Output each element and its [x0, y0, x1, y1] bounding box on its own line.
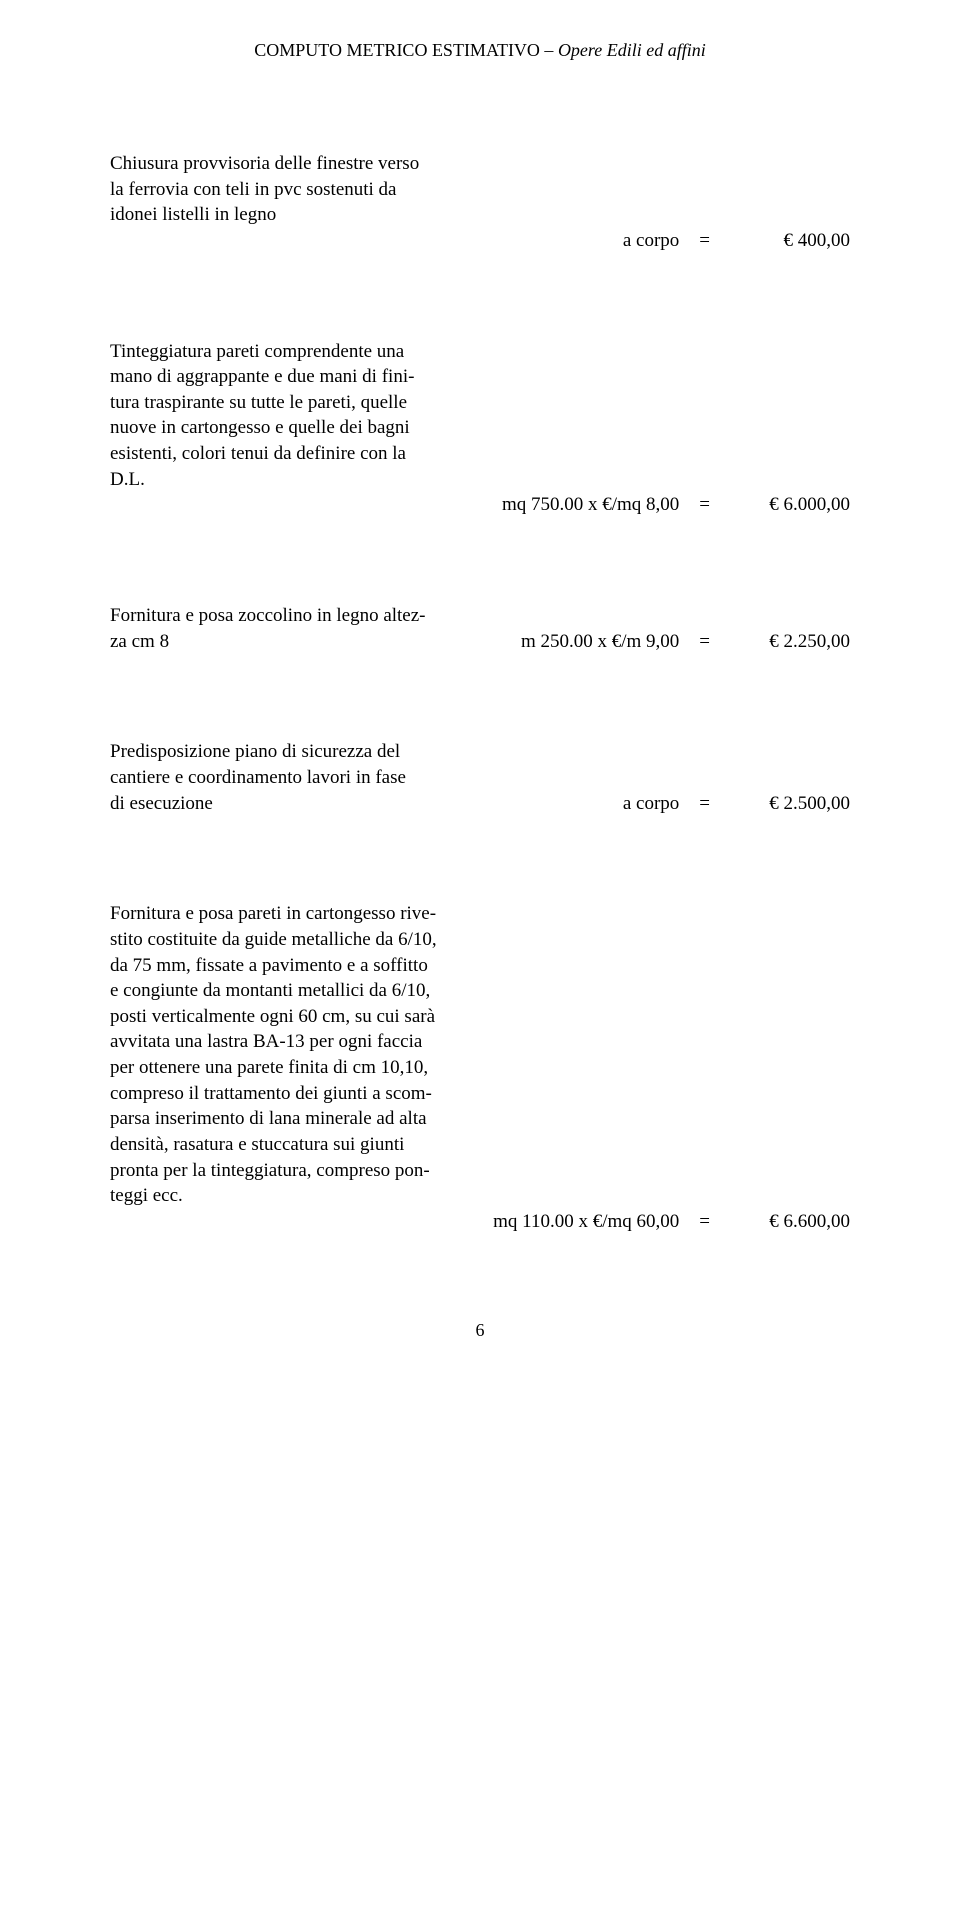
item-section-1: Chiusura provvisoria delle finestre vers… [110, 151, 850, 254]
desc-line: pronta per la tinteggiatura, compreso po… [110, 1158, 850, 1184]
page-number: 6 [110, 1320, 850, 1341]
desc-line: parsa inserimento di lana minerale ad al… [110, 1106, 850, 1132]
desc-line: Chiusura provvisoria delle finestre vers… [110, 151, 850, 177]
calc-eq: = [679, 791, 730, 817]
item-desc: Predisposizione piano di sicurezza del c… [110, 739, 850, 790]
desc-line: stito costituite da guide metalliche da … [110, 927, 850, 953]
desc-line: teggi ecc. [110, 1183, 850, 1209]
calc-eq: = [679, 492, 730, 518]
calc-row: za cm 8 m 250.00 x €/m 9,00 = € 2.250,00 [110, 629, 850, 655]
desc-line: za cm 8 [110, 629, 169, 655]
desc-line: e congiunte da montanti metallici da 6/1… [110, 978, 850, 1004]
desc-line: da 75 mm, fissate a pavimento e a soffit… [110, 953, 850, 979]
desc-line: Fornitura e posa zoccolino in legno alte… [110, 603, 850, 629]
desc-line: Fornitura e posa pareti in cartongesso r… [110, 901, 850, 927]
item-desc: Tinteggiatura pareti comprendente una ma… [110, 339, 850, 493]
calc-unit: mq 750.00 x €/mq 8,00 [482, 492, 679, 518]
desc-line: compreso il trattamento dei giunti a sco… [110, 1081, 850, 1107]
desc-line: mano di aggrappante e due mani di fini- [110, 364, 850, 390]
calc-amount: € 2.500,00 [730, 791, 850, 817]
calc-unit: a corpo [603, 791, 679, 817]
item-desc: Fornitura e posa zoccolino in legno alte… [110, 603, 850, 629]
desc-line: D.L. [110, 467, 850, 493]
desc-line: nuove in cartongesso e quelle dei bagni [110, 415, 850, 441]
item-desc: Fornitura e posa pareti in cartongesso r… [110, 901, 850, 1209]
item-section-3: Fornitura e posa zoccolino in legno alte… [110, 603, 850, 654]
item-section-4: Predisposizione piano di sicurezza del c… [110, 739, 850, 816]
desc-line: la ferrovia con teli in pvc sostenuti da [110, 177, 850, 203]
header-title-italic: Opere Edili ed affini [558, 40, 706, 60]
item-section-5: Fornitura e posa pareti in cartongesso r… [110, 901, 850, 1234]
calc-eq: = [679, 629, 730, 655]
calc-amount: € 6.600,00 [730, 1209, 850, 1235]
item-section-2: Tinteggiatura pareti comprendente una ma… [110, 339, 850, 518]
desc-line: densità, rasatura e stuccatura sui giunt… [110, 1132, 850, 1158]
calc-unit: m 250.00 x €/m 9,00 [501, 629, 679, 655]
header-title-regular: COMPUTO METRICO ESTIMATIVO – [254, 40, 558, 60]
calc-row: di esecuzione a corpo = € 2.500,00 [110, 791, 850, 817]
desc-line: per ottenere una parete finita di cm 10,… [110, 1055, 850, 1081]
calc-amount: € 6.000,00 [730, 492, 850, 518]
desc-line: avvitata una lastra BA-13 per ogni facci… [110, 1029, 850, 1055]
calc-row: mq 110.00 x €/mq 60,00 = € 6.600,00 [110, 1209, 850, 1235]
desc-line: di esecuzione [110, 791, 213, 817]
calc-eq: = [679, 228, 730, 254]
desc-line: Tinteggiatura pareti comprendente una [110, 339, 850, 365]
calc-row: mq 750.00 x €/mq 8,00 = € 6.000,00 [110, 492, 850, 518]
desc-line: cantiere e coordinamento lavori in fase [110, 765, 850, 791]
calc-unit: mq 110.00 x €/mq 60,00 [473, 1209, 679, 1235]
calc-amount: € 400,00 [730, 228, 850, 254]
calc-amount: € 2.250,00 [730, 629, 850, 655]
desc-line: esistenti, colori tenui da definire con … [110, 441, 850, 467]
calc-unit: a corpo [603, 228, 679, 254]
desc-line: Predisposizione piano di sicurezza del [110, 739, 850, 765]
desc-line: posti verticalmente ogni 60 cm, su cui s… [110, 1004, 850, 1030]
desc-line: idonei listelli in legno [110, 202, 850, 228]
desc-line: tura traspirante su tutte le pareti, que… [110, 390, 850, 416]
document-header: COMPUTO METRICO ESTIMATIVO – Opere Edili… [110, 40, 850, 61]
item-desc: Chiusura provvisoria delle finestre vers… [110, 151, 850, 228]
calc-eq: = [679, 1209, 730, 1235]
calc-row: a corpo = € 400,00 [110, 228, 850, 254]
